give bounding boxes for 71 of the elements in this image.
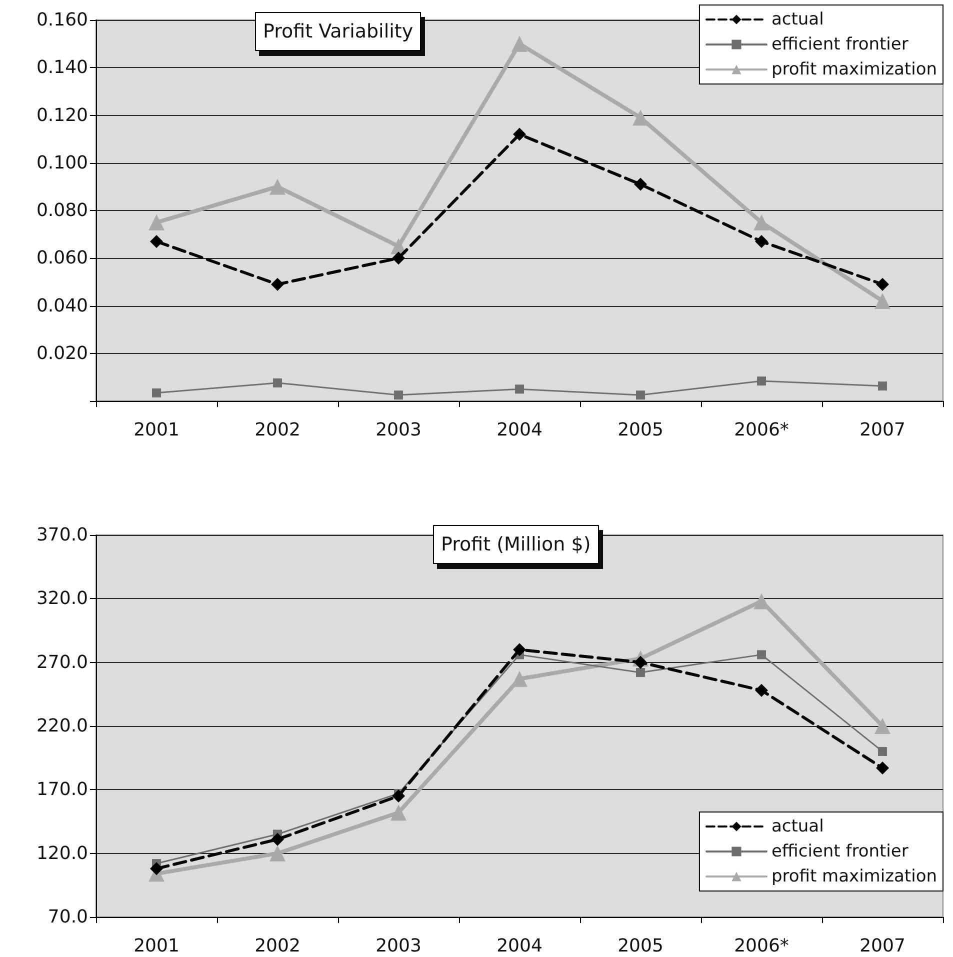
point (636, 668, 645, 678)
point (150, 862, 163, 876)
y-tick-label: 370.0 (36, 524, 88, 546)
x-tick-label: 2001 (134, 420, 180, 440)
legend-label: profit maximization (771, 60, 938, 80)
point (152, 388, 161, 398)
legend-label: efficient frontier (771, 842, 908, 862)
point (874, 718, 890, 734)
chart-title: Profit Variability (263, 20, 414, 42)
y-tick-label: 220.0 (36, 716, 88, 736)
x-tick-label: 2007 (860, 936, 906, 956)
point (271, 832, 284, 846)
legend-label: actual (771, 10, 824, 30)
point (392, 790, 405, 803)
point (757, 376, 766, 386)
y-tick-label: 320.0 (36, 588, 88, 610)
y-tick-label: 0.080 (36, 200, 88, 221)
x-tick-label: 2004 (496, 936, 542, 956)
point (150, 234, 163, 248)
chart-title: Profit (Million $) (441, 534, 591, 556)
x-tick-label: 2005 (618, 420, 664, 440)
point (754, 214, 770, 230)
point (876, 278, 889, 291)
x-tick-label: 2006* (734, 936, 789, 956)
point (878, 746, 887, 756)
x-tick-label: 2003 (376, 420, 422, 440)
point (876, 762, 889, 775)
point (270, 178, 286, 195)
y-tick-label: 270.0 (36, 652, 88, 673)
y-tick-label: 170.0 (36, 779, 88, 800)
y-tick-label: 0.040 (36, 295, 88, 316)
point (755, 234, 768, 248)
point (394, 390, 403, 400)
x-tick-label: 2005 (618, 936, 664, 956)
point (636, 390, 645, 400)
point (634, 656, 647, 669)
point (513, 643, 526, 656)
point (148, 214, 164, 230)
point (512, 36, 528, 52)
point (392, 252, 405, 265)
point (634, 178, 647, 191)
point (878, 382, 887, 390)
x-tick-label: 2003 (376, 936, 422, 956)
y-tick-label: 0.160 (36, 10, 88, 30)
point (270, 845, 286, 862)
x-tick-label: 2002 (254, 936, 300, 956)
point (512, 670, 528, 687)
y-tick-label: 0.020 (36, 342, 88, 364)
y-tick-label: 70.0 (48, 906, 88, 928)
y-tick-label: 0.060 (36, 248, 88, 269)
y-tick-label: 0.100 (36, 152, 88, 174)
point (757, 650, 766, 660)
legend-label: efficient frontier (771, 34, 908, 54)
point (515, 384, 524, 394)
x-tick-label: 2007 (860, 420, 906, 440)
x-tick-label: 2002 (254, 420, 300, 440)
x-tick-label: 2004 (496, 420, 542, 440)
x-tick-label: 2001 (134, 936, 180, 956)
point (390, 804, 406, 821)
y-tick-label: 0.120 (36, 104, 88, 126)
point (632, 110, 648, 126)
y-tick-label: 120.0 (36, 842, 88, 864)
point (271, 278, 284, 291)
point (874, 292, 890, 309)
point (513, 128, 526, 141)
legend-label: actual (771, 816, 824, 836)
point (273, 378, 282, 388)
x-tick-label: 2006* (734, 420, 789, 440)
y-tick-label: 0.140 (36, 57, 88, 78)
point (755, 684, 768, 697)
legend-label: profit maximization (771, 866, 938, 886)
